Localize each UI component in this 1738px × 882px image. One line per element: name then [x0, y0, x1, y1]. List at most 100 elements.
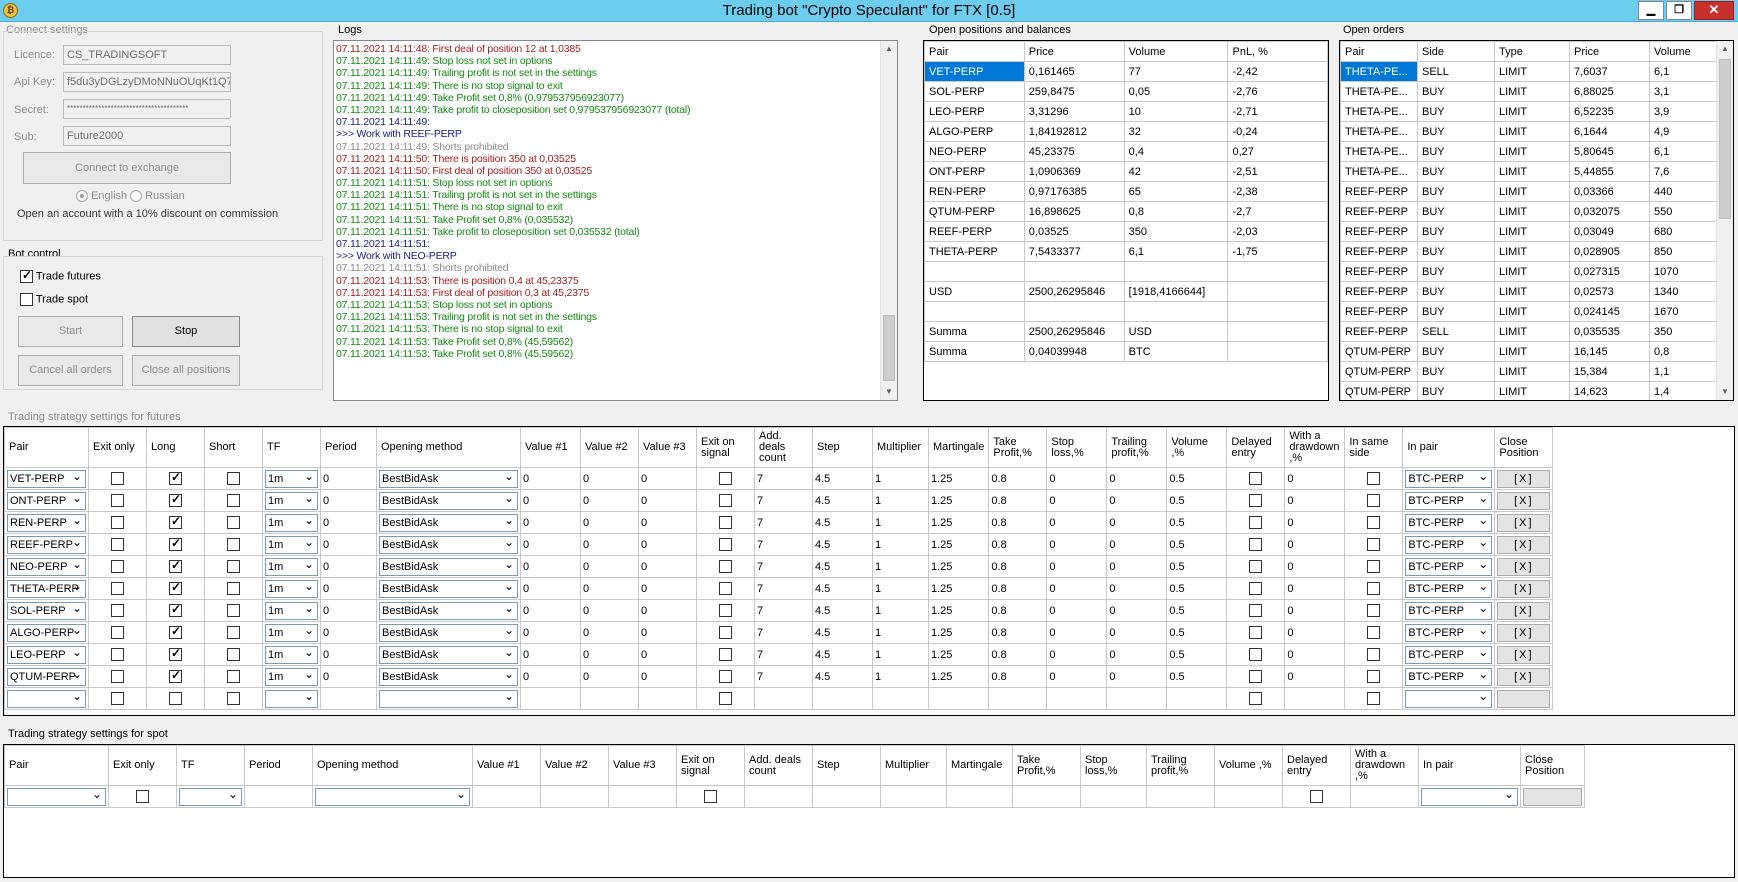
orders-grid[interactable]: Pair Side Type Price Volume THETA-PE... SELL LI…: [1339, 40, 1734, 401]
futures-header-cell[interactable]: Multiplier: [872, 427, 929, 468]
value1-cell[interactable]: 0: [520, 533, 581, 556]
tf-combo[interactable]: 1m: [265, 491, 318, 510]
period-cell[interactable]: [320, 687, 377, 710]
spot-header-cell[interactable]: Add. deals count: [744, 745, 813, 786]
trailing-profit-cell[interactable]: 0: [1106, 643, 1168, 666]
period-cell[interactable]: 0: [320, 467, 377, 490]
volume-cell[interactable]: [1166, 687, 1228, 710]
close-window-button[interactable]: ✕: [1694, 1, 1734, 20]
english-radio[interactable]: [76, 190, 88, 203]
stop-loss-cell[interactable]: 0: [1046, 665, 1108, 688]
value2-cell[interactable]: [580, 687, 639, 710]
promo-text[interactable]: Open an account with a 10% discount on c…: [17, 208, 279, 220]
lang-russian[interactable]: Russian: [130, 190, 185, 203]
futures-row[interactable]: ONT-PERP1m0BestBidAsk00074.511.250.8000.…: [4, 489, 1554, 512]
spot-value-cell[interactable]: [472, 785, 541, 808]
multiplier-cell[interactable]: 1: [872, 555, 929, 578]
exit-only-checkbox[interactable]: [111, 648, 124, 661]
orders-header-cell[interactable]: Pair: [1340, 41, 1418, 62]
positions-row[interactable]: LEO-PERP 3,31296 10 -2,71: [924, 101, 1328, 122]
orders-row[interactable]: QTUM-PERP BUY LIMIT 16,145 0,8: [1340, 341, 1718, 362]
value3-cell[interactable]: 0: [638, 665, 697, 688]
opening-method-combo[interactable]: BestBidAsk: [379, 491, 518, 510]
orders-scroll-thumb[interactable]: [1719, 59, 1731, 219]
trade-spot-checkbox[interactable]: [20, 293, 33, 306]
orders-scrollbar[interactable]: ▲ ▼: [1716, 41, 1733, 400]
value3-cell[interactable]: 0: [638, 621, 697, 644]
value1-cell[interactable]: 0: [520, 643, 581, 666]
volume-cell[interactable]: 0.5: [1166, 621, 1228, 644]
same-side-checkbox[interactable]: [1367, 472, 1381, 485]
martingale-cell[interactable]: [927, 687, 990, 710]
exit-only-checkbox[interactable]: [111, 604, 124, 617]
trailing-profit-cell[interactable]: 0: [1106, 533, 1168, 556]
pair-combo[interactable]: [7, 689, 86, 708]
trailing-profit-cell[interactable]: 0: [1106, 489, 1168, 512]
delayed-entry-checkbox[interactable]: [1249, 626, 1263, 639]
orders-row[interactable]: REEF-PERP BUY LIMIT 0,02573 1340: [1340, 281, 1718, 302]
futures-row[interactable]: REEF-PERP1m0BestBidAsk00074.511.250.8000…: [4, 533, 1554, 556]
spot-header-cell[interactable]: Martingale: [946, 745, 1013, 786]
futures-header-cell[interactable]: Value #3: [638, 427, 697, 468]
tf-combo[interactable]: 1m: [265, 601, 318, 620]
futures-header-cell[interactable]: TF: [262, 427, 321, 468]
spot-delayed-entry-checkbox[interactable]: [1310, 790, 1323, 803]
spot-header-cell[interactable]: Trailing profit,%: [1146, 745, 1215, 786]
positions-row[interactable]: NEO-PERP 45,23375 0,4 0,27: [924, 141, 1328, 162]
orders-header-cell[interactable]: Price: [1569, 41, 1650, 62]
volume-cell[interactable]: 0.5: [1166, 665, 1228, 688]
licence-field[interactable]: CS_TRADINGSOFT: [63, 45, 231, 65]
futures-row[interactable]: VET-PERP1m0BestBidAsk00074.511.250.8000.…: [4, 467, 1554, 490]
martingale-cell[interactable]: 1.25: [927, 511, 990, 534]
same-side-checkbox[interactable]: [1367, 604, 1381, 617]
spot-header-cell[interactable]: Stop loss,%: [1080, 745, 1147, 786]
positions-row[interactable]: REN-PERP 0,97176385 65 -2,38: [924, 181, 1328, 202]
delayed-entry-checkbox[interactable]: [1249, 472, 1263, 485]
exit-on-signal-checkbox[interactable]: [719, 648, 732, 661]
opening-method-combo[interactable]: BestBidAsk: [379, 557, 518, 576]
take-profit-cell[interactable]: 0.8: [988, 643, 1048, 666]
positions-header-cell[interactable]: PnL, %: [1227, 41, 1328, 62]
drawdown-cell[interactable]: [1284, 687, 1346, 710]
value3-cell[interactable]: 0: [638, 489, 697, 512]
futures-row[interactable]: NEO-PERP1m0BestBidAsk00074.511.250.8000.…: [4, 555, 1554, 578]
in-pair-combo[interactable]: BTC-PERP: [1405, 469, 1493, 488]
spot-grid[interactable]: Pair Exit only TF Period Opening method Value…: [3, 744, 1735, 878]
volume-cell[interactable]: 0.5: [1166, 577, 1228, 600]
delayed-entry-checkbox[interactable]: [1249, 516, 1263, 529]
exit-only-checkbox[interactable]: [111, 494, 124, 507]
take-profit-cell[interactable]: 0.8: [988, 489, 1048, 512]
secret-field[interactable]: ***************************************: [63, 99, 231, 119]
period-cell[interactable]: 0: [320, 621, 377, 644]
close-position-button[interactable]: [X]: [1497, 601, 1551, 620]
take-profit-cell[interactable]: 0.8: [988, 555, 1048, 578]
logs-box[interactable]: 07.11.2021 14:11:48: First deal of posit…: [333, 40, 898, 401]
trade-spot-option[interactable]: Trade spot: [20, 293, 88, 306]
take-profit-cell[interactable]: 0.8: [988, 533, 1048, 556]
period-cell[interactable]: 0: [320, 533, 377, 556]
value2-cell[interactable]: 0: [580, 511, 639, 534]
futures-header-cell[interactable]: Pair: [4, 427, 89, 468]
period-cell[interactable]: 0: [320, 511, 377, 534]
tf-combo[interactable]: 1m: [265, 645, 318, 664]
pair-combo[interactable]: THETA-PERP: [7, 579, 86, 598]
tf-combo[interactable]: 1m: [265, 513, 318, 532]
spot-header-cell[interactable]: Pair: [4, 745, 109, 786]
value2-cell[interactable]: 0: [580, 533, 639, 556]
step-cell[interactable]: 4.5: [812, 555, 873, 578]
value3-cell[interactable]: 0: [638, 599, 697, 622]
futures-header-cell[interactable]: Delayed entry: [1226, 427, 1286, 468]
spot-header-cell[interactable]: Multiplier: [880, 745, 947, 786]
close-all-positions-button[interactable]: Close all positions: [132, 355, 240, 386]
close-position-button[interactable]: [X]: [1497, 579, 1551, 598]
in-pair-combo[interactable]: BTC-PERP: [1405, 601, 1493, 620]
value1-cell[interactable]: 0: [520, 489, 581, 512]
stop-loss-cell[interactable]: 0: [1046, 511, 1108, 534]
delayed-entry-checkbox[interactable]: [1249, 582, 1263, 595]
delayed-entry-checkbox[interactable]: [1249, 604, 1263, 617]
pair-combo[interactable]: REN-PERP: [7, 513, 86, 532]
spot-tf-combo[interactable]: [179, 787, 242, 806]
positions-header-cell[interactable]: Pair: [924, 41, 1025, 62]
opening-method-combo[interactable]: BestBidAsk: [379, 535, 518, 554]
orders-row[interactable]: THETA-PE... BUY LIMIT 6,1644 4,9: [1340, 121, 1718, 142]
